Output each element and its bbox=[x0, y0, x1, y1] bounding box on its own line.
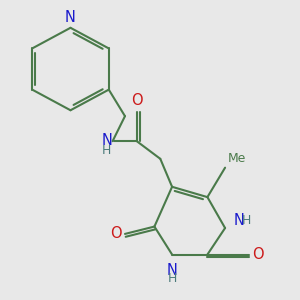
Text: N: N bbox=[65, 11, 76, 26]
Text: H: H bbox=[167, 272, 177, 285]
Text: H: H bbox=[102, 144, 111, 157]
Text: O: O bbox=[131, 93, 142, 108]
Text: N: N bbox=[167, 263, 178, 278]
Text: N: N bbox=[102, 133, 113, 148]
Text: N: N bbox=[233, 213, 244, 228]
Text: Me: Me bbox=[227, 152, 246, 165]
Text: O: O bbox=[110, 226, 122, 242]
Text: O: O bbox=[252, 247, 264, 262]
Text: H: H bbox=[241, 214, 251, 227]
